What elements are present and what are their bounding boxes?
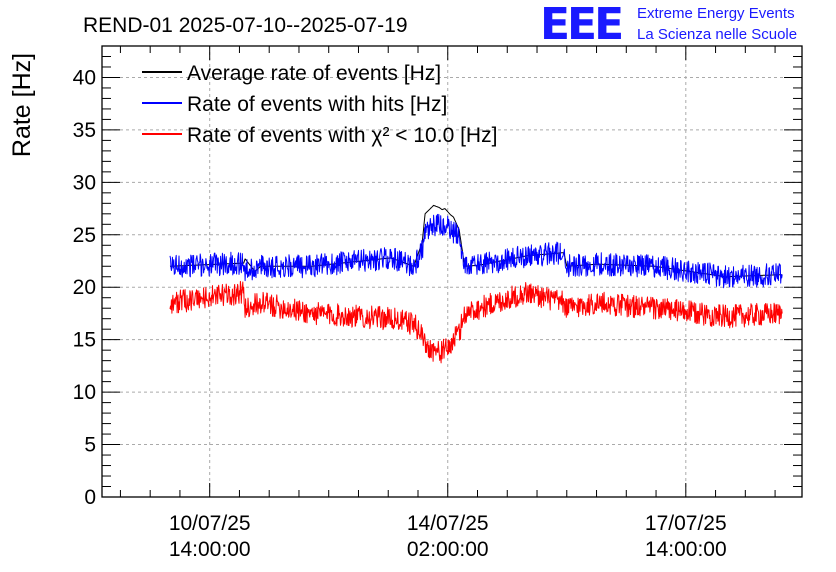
eee-logo-line2: La Scienza nelle Scuole bbox=[637, 26, 797, 43]
eee-logo: EEE bbox=[540, 0, 621, 50]
y-tick-label: 5 bbox=[84, 434, 96, 457]
series-line-2 bbox=[169, 280, 783, 364]
series-line-1 bbox=[169, 213, 783, 289]
legend: Average rate of events [Hz] Rate of even… bbox=[142, 62, 497, 147]
y-tick-label: 15 bbox=[73, 329, 96, 352]
legend-entry-chi2: Rate of events with χ² < 10.0 [Hz] bbox=[187, 124, 497, 147]
legend-entry-hits: Rate of events with hits [Hz] bbox=[187, 93, 447, 116]
x-tick-label-time: 14:00:00 bbox=[169, 538, 251, 561]
y-tick-label: 30 bbox=[73, 171, 96, 194]
y-tick-label: 20 bbox=[73, 276, 96, 299]
y-axis-label: Rate [Hz] bbox=[8, 53, 36, 157]
y-tick-label: 40 bbox=[73, 66, 96, 89]
series-layer bbox=[169, 204, 783, 364]
x-tick-label-time: 02:00:00 bbox=[407, 538, 489, 561]
eee-logo-line1: Extreme Energy Events bbox=[637, 5, 795, 22]
axis-ticks: 0 5 10 15 20 25 30 35 40 10/07/25 14:00:00 14/07/25… bbox=[73, 46, 802, 561]
x-tick-label-date: 14/07/25 bbox=[407, 512, 489, 535]
x-tick-label-date: 10/07/25 bbox=[169, 512, 251, 535]
legend-entry-average: Average rate of events [Hz] bbox=[187, 62, 441, 85]
y-tick-label: 25 bbox=[73, 224, 96, 247]
x-tick-label-time: 14:00:00 bbox=[645, 538, 727, 561]
y-tick-label: 0 bbox=[84, 486, 96, 509]
plot-frame bbox=[101, 45, 803, 498]
chart-title: REND-01 2025-07-10--2025-07-19 bbox=[83, 14, 408, 37]
x-tick-label-date: 17/07/25 bbox=[645, 512, 727, 535]
y-tick-label: 10 bbox=[73, 381, 96, 404]
y-tick-label: 35 bbox=[73, 119, 96, 142]
